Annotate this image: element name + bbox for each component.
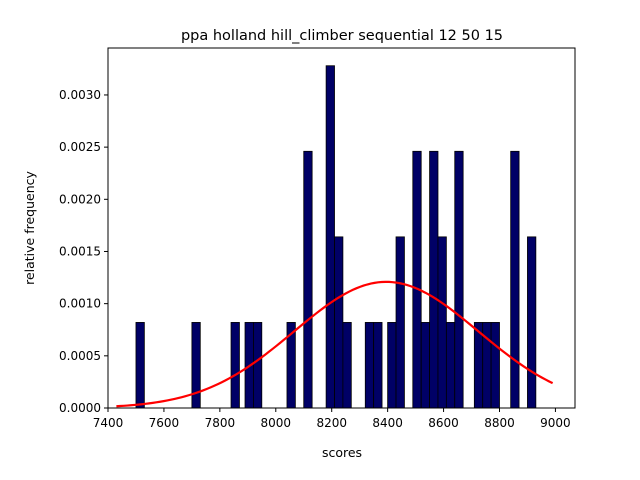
- x-tick-label-3: 8000: [261, 416, 292, 430]
- histogram-bar-23: [510, 150, 520, 409]
- y-tick-label-3: 0.0015: [59, 244, 101, 258]
- histogram-bar-6: [303, 150, 313, 409]
- y-tick-label-5: 0.0025: [59, 140, 101, 154]
- histogram-bar-4: [253, 322, 263, 409]
- x-tick-label-8: 9000: [540, 416, 571, 430]
- x-tick-label-4: 8200: [316, 416, 347, 430]
- histogram-bar-17: [437, 236, 447, 409]
- histogram-bar-7: [325, 65, 335, 409]
- chart-title: ppa holland hill_climber sequential 12 5…: [181, 28, 503, 44]
- histogram-bar-24: [527, 236, 537, 409]
- histogram-bar-15: [420, 322, 430, 409]
- histogram-bar-11: [373, 322, 383, 409]
- x-tick-label-7: 8800: [484, 416, 515, 430]
- x-axis-label: scores: [322, 445, 362, 460]
- histogram-bar-18: [445, 322, 456, 409]
- x-tick-label-5: 8400: [372, 416, 403, 430]
- histogram-bar-9: [342, 322, 352, 409]
- histogram-bar-16: [429, 150, 439, 409]
- y-tick-label-0: 0.0000: [59, 401, 101, 415]
- histogram-bar-1: [191, 322, 201, 409]
- y-tick-label-4: 0.0020: [59, 192, 101, 206]
- histogram-bar-12: [387, 322, 397, 409]
- x-axis-ticks: 7400 7600 7800 8000 8200 8400 8600 8800 9000: [93, 408, 571, 430]
- histogram-bar-8: [334, 236, 344, 409]
- histogram-bar-0: [135, 322, 145, 409]
- histogram-bar-19: [454, 150, 464, 409]
- histogram-bar-13: [395, 236, 405, 409]
- x-tick-label-2: 7800: [205, 416, 236, 430]
- y-tick-label-6: 0.0030: [59, 88, 101, 102]
- y-tick-label-1: 0.0005: [59, 349, 101, 363]
- x-tick-label-1: 7600: [149, 416, 180, 430]
- y-axis-ticks: 0.0000 0.0005 0.0010 0.0015 0.0020 0.0025 0.00…: [59, 88, 108, 415]
- fit-curve: [116, 280, 554, 408]
- bars-group: [135, 65, 537, 409]
- histogram-bar-10: [364, 322, 375, 409]
- x-tick-label-6: 8600: [428, 416, 459, 430]
- y-tick-label-2: 0.0010: [59, 297, 101, 311]
- histogram-bar-2: [230, 322, 240, 409]
- histogram-bar-14: [412, 150, 422, 409]
- plot-frame: [107, 47, 576, 409]
- x-tick-label-0: 7400: [93, 416, 124, 430]
- histogram-bar-22: [490, 322, 500, 409]
- y-axis-label: relative frequency: [22, 170, 37, 284]
